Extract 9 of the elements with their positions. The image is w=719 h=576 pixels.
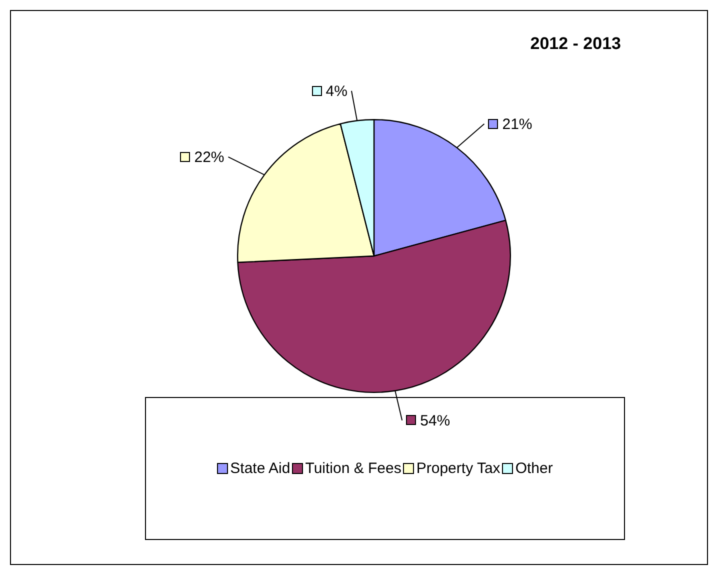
chart-title: 2012 - 2013 [530, 34, 621, 54]
legend-label: Tuition & Fees [305, 460, 402, 477]
legend-label: State Aid [230, 460, 290, 477]
legend-label: Property Tax [416, 460, 500, 477]
data-label: 22% [194, 149, 224, 166]
data-label: 4% [326, 83, 348, 100]
legend-label: Other [515, 460, 553, 477]
data-label: 21% [502, 116, 532, 133]
data-label: 54% [420, 412, 450, 430]
